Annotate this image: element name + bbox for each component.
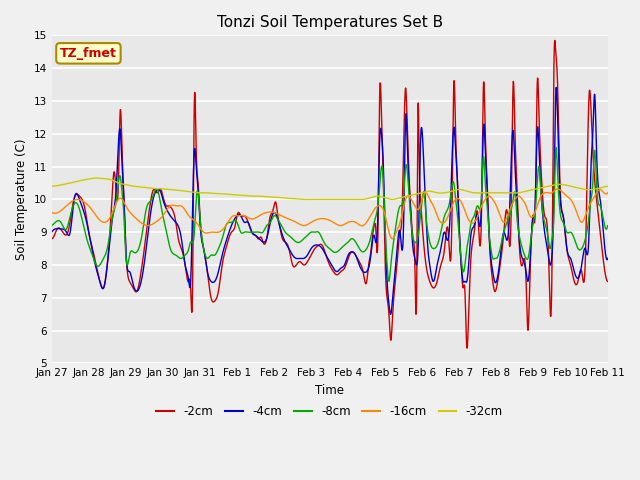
-2cm (551, 37, 559, 43)
-32cm (93, 175, 100, 181)
-16cm (48, 210, 56, 216)
-8cm (76, 208, 84, 214)
-2cm (318, 242, 326, 248)
-32cm (356, 197, 364, 203)
-4cm (318, 245, 326, 251)
-2cm (604, 278, 611, 284)
-8cm (552, 144, 560, 150)
-8cm (588, 190, 596, 195)
-16cm (554, 186, 561, 192)
-16cm (588, 198, 596, 204)
-4cm (48, 229, 56, 235)
-4cm (552, 84, 560, 90)
X-axis label: Time: Time (315, 384, 344, 397)
-32cm (604, 183, 611, 189)
-32cm (76, 178, 84, 184)
Text: TZ_fmet: TZ_fmet (60, 47, 117, 60)
-2cm (48, 236, 56, 241)
-32cm (48, 183, 56, 189)
-16cm (76, 197, 84, 203)
-16cm (604, 190, 611, 196)
-4cm (76, 198, 84, 204)
-16cm (318, 216, 326, 221)
Title: Tonzi Soil Temperatures Set B: Tonzi Soil Temperatures Set B (216, 15, 443, 30)
-2cm (463, 345, 471, 351)
-8cm (385, 278, 393, 284)
-2cm (588, 130, 596, 136)
-16cm (486, 193, 493, 199)
Line: -4cm: -4cm (52, 87, 607, 314)
-32cm (486, 190, 494, 196)
-16cm (588, 198, 596, 204)
Line: -8cm: -8cm (52, 147, 607, 281)
-8cm (48, 223, 56, 228)
-8cm (604, 223, 611, 228)
-32cm (588, 187, 596, 192)
-8cm (486, 237, 493, 242)
Y-axis label: Soil Temperature (C): Soil Temperature (C) (15, 139, 28, 260)
-4cm (604, 255, 611, 261)
-4cm (387, 312, 394, 317)
-32cm (304, 196, 312, 202)
-2cm (588, 124, 596, 130)
-4cm (588, 148, 596, 154)
-16cm (303, 222, 311, 228)
-2cm (303, 259, 311, 265)
-16cm (388, 236, 396, 241)
Line: -2cm: -2cm (52, 40, 607, 348)
-8cm (318, 235, 326, 241)
-4cm (486, 241, 493, 247)
-2cm (76, 194, 84, 200)
-4cm (588, 144, 596, 150)
-8cm (303, 233, 311, 239)
Line: -16cm: -16cm (52, 189, 607, 239)
-4cm (303, 252, 311, 258)
-32cm (588, 187, 596, 192)
-8cm (588, 192, 596, 197)
Legend: -2cm, -4cm, -8cm, -16cm, -32cm: -2cm, -4cm, -8cm, -16cm, -32cm (152, 401, 508, 423)
Line: -32cm: -32cm (52, 178, 607, 200)
-32cm (319, 196, 326, 202)
-2cm (486, 244, 493, 250)
